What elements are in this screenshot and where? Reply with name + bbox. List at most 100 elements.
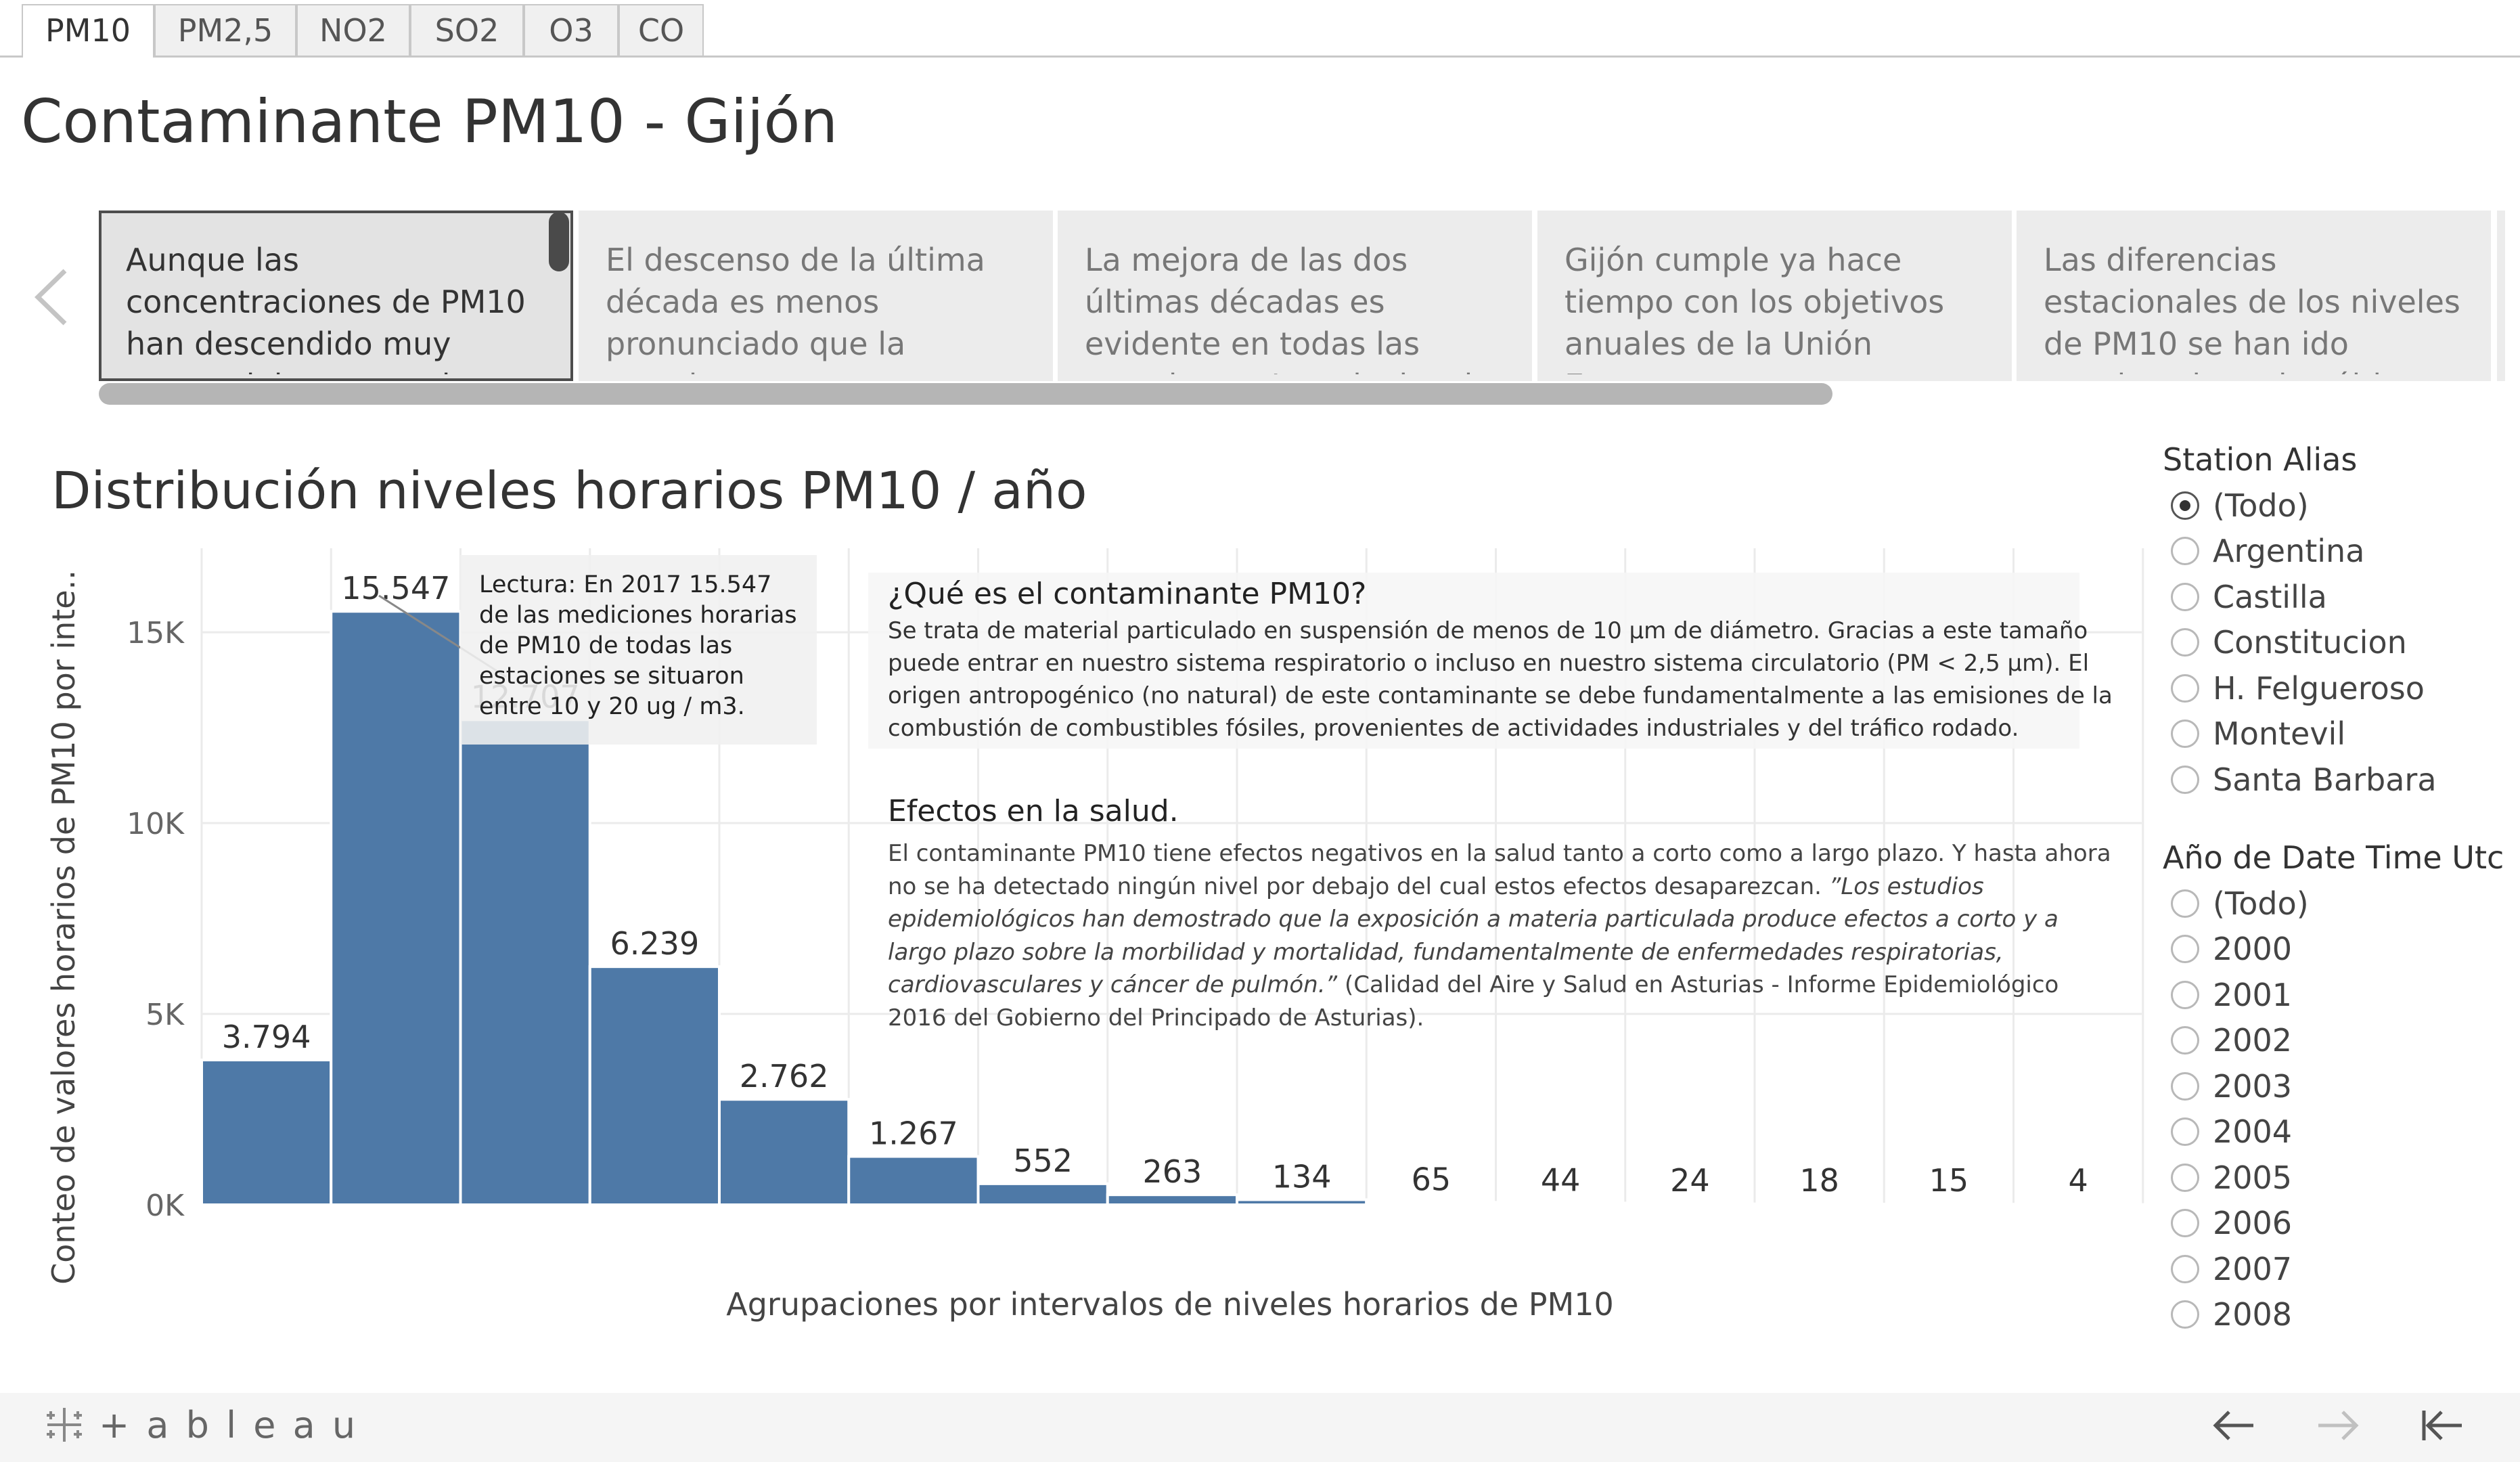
year-filter-list: (Todo) 2000 2001 2002 2003 2004 2005 2006 2007 20…	[2171, 881, 2309, 1337]
histogram-bar[interactable]	[2141, 1203, 2165, 1208]
tableau-wordmark: + a b l e a u	[99, 1404, 359, 1446]
bar-value-label: 4	[2068, 1162, 2088, 1199]
radio-button[interactable]	[2171, 980, 2199, 1009]
filter-option-label: 2000	[2213, 931, 2293, 968]
radio-button[interactable]	[2171, 1117, 2199, 1147]
bar-value-label: 24	[1670, 1162, 1710, 1199]
radio-button[interactable]	[2171, 1254, 2199, 1283]
y-axis-ticks: 0K 5K 10K 15K	[127, 616, 185, 1223]
station-filter-option[interactable]: H. Felgueroso	[2171, 665, 2437, 711]
story-point-text: El descenso de la última década es menos…	[606, 242, 985, 374]
arrow-to-start-icon[interactable]	[2418, 1406, 2466, 1444]
radio-button[interactable]	[2171, 537, 2199, 566]
chevron-left-icon[interactable]	[32, 267, 70, 328]
y-tick-label: 0K	[145, 1189, 185, 1223]
x-tick-label: 100	[1468, 1228, 1525, 1232]
year-filter-option[interactable]: 2007	[2171, 1246, 2309, 1292]
station-filter-option[interactable]: Argentina	[2171, 529, 2437, 575]
bar-value-label: 552	[1013, 1143, 1073, 1179]
bar-value-label: 6.239	[610, 925, 700, 962]
station-filter-option[interactable]: Montevil	[2171, 711, 2437, 757]
year-filter-option[interactable]: (Todo)	[2171, 881, 2309, 927]
effects-body: El contaminante PM10 tiene efectos negat…	[888, 837, 2113, 1034]
bar-value-label: 134	[1272, 1158, 1332, 1195]
effects-title: Efectos en la salud.	[888, 794, 1179, 828]
year-filter-option[interactable]: 2000	[2171, 927, 2309, 973]
radio-button[interactable]	[2171, 1163, 2199, 1192]
year-filter-option[interactable]: 2002	[2171, 1018, 2309, 1064]
filter-option-label: (Todo)	[2213, 487, 2309, 524]
histogram-bar[interactable]	[847, 1155, 980, 1207]
chart-title: Distribución niveles horarios PM10 / año	[51, 460, 1087, 520]
story-point-next-edge[interactable]	[2497, 211, 2505, 381]
radio-button[interactable]	[2171, 1209, 2199, 1238]
story-point-5[interactable]: Las diferencias estacionales de los nive…	[2017, 211, 2491, 381]
story-point-2[interactable]: El descenso de la última década es menos…	[579, 211, 1053, 381]
station-filter-option[interactable]: Castilla	[2171, 574, 2437, 620]
radio-button[interactable]	[2171, 628, 2199, 657]
radio-button[interactable]	[2171, 935, 2199, 964]
y-tick-label: 5K	[145, 998, 185, 1032]
x-tick-label: 120	[1726, 1228, 1783, 1232]
tab-pm25[interactable]: PM2,5	[154, 4, 296, 56]
filter-option-label: H. Felgueroso	[2213, 669, 2425, 707]
station-filter-title: Station Alias	[2163, 441, 2358, 478]
story-point-4[interactable]: Gijón cumple ya hace tiempo con los obje…	[1537, 211, 2012, 381]
radio-button[interactable]	[2171, 1026, 2199, 1055]
bar-value-label: 15.547	[341, 570, 450, 606]
histogram-bar[interactable]	[459, 718, 591, 1206]
station-filter-option[interactable]: Constitucion	[2171, 620, 2437, 666]
tab-so2[interactable]: SO2	[410, 4, 524, 56]
x-tick-label: 80	[1218, 1228, 1256, 1232]
year-filter-option[interactable]: 2008	[2171, 1292, 2309, 1338]
year-filter-option[interactable]: 2001	[2171, 972, 2309, 1018]
radio-button[interactable]	[2171, 765, 2199, 794]
x-tick-label: 150	[2115, 1228, 2165, 1232]
arrow-left-icon[interactable]	[2210, 1406, 2257, 1444]
page-title: Contaminante PM10 - Gijón	[21, 87, 838, 156]
year-filter-option[interactable]: 2006	[2171, 1201, 2309, 1247]
x-tick-label: 130	[1855, 1228, 1912, 1232]
filter-option-label: Castilla	[2213, 578, 2327, 615]
x-tick-label: 0	[203, 1228, 222, 1232]
filter-option-label: 2005	[2213, 1159, 2293, 1196]
year-filter-option[interactable]: 2004	[2171, 1109, 2309, 1155]
effects-intro: El contaminante PM10 tiene efectos negat…	[888, 840, 2111, 900]
x-axis-label: Agrupaciones por intervalos de niveles h…	[726, 1286, 1614, 1323]
bar-value-label: 3.794	[222, 1019, 311, 1055]
radio-button[interactable]	[2171, 1300, 2199, 1329]
radio-button[interactable]	[2171, 889, 2199, 918]
histogram-bar[interactable]	[718, 1098, 851, 1207]
story-point-1[interactable]: Aunque las concentraciones de PM10 han d…	[99, 211, 573, 381]
arrow-right-icon[interactable]	[2314, 1406, 2362, 1444]
story-horizontal-scrollbar[interactable]	[99, 383, 1832, 405]
story-vertical-scrollbar[interactable]	[549, 212, 569, 271]
tableau-logo[interactable]: + a b l e a u	[41, 1401, 355, 1448]
histogram-bar[interactable]	[976, 1182, 1109, 1206]
radio-button[interactable]	[2171, 582, 2199, 611]
radio-button[interactable]	[2171, 491, 2199, 520]
tab-o3[interactable]: O3	[524, 4, 618, 56]
x-tick-label: 70	[1089, 1228, 1127, 1232]
radio-button[interactable]	[2171, 719, 2199, 749]
filter-option-label: 2001	[2213, 976, 2293, 1013]
y-tick-label: 10K	[127, 807, 185, 841]
radio-button[interactable]	[2171, 1071, 2199, 1101]
year-filter-option[interactable]: 2003	[2171, 1063, 2309, 1109]
station-filter-option[interactable]: Santa Barbara	[2171, 757, 2437, 803]
tab-co[interactable]: CO	[618, 4, 704, 56]
station-filter-option[interactable]: (Todo)	[2171, 483, 2437, 529]
bars-layer	[200, 610, 2165, 1208]
radio-button[interactable]	[2171, 673, 2199, 703]
filter-option-label: 2006	[2213, 1205, 2293, 1242]
story-point-3[interactable]: La mejora de las dos últimas décadas es …	[1058, 211, 1532, 381]
tooltip-text: Lectura: En 2017 15.547 de las medicione…	[479, 571, 797, 720]
histogram-bar[interactable]	[588, 965, 721, 1206]
year-filter-option[interactable]: 2005	[2171, 1155, 2309, 1201]
tab-pm10[interactable]: PM10	[22, 4, 154, 58]
effects-source: (Calidad del Aire y Salud en Asturias - …	[888, 971, 2059, 1032]
info-panel	[868, 573, 2079, 749]
x-tick-label: 10	[312, 1228, 350, 1232]
footer-toolbar	[0, 1393, 2520, 1462]
tab-no2[interactable]: NO2	[296, 4, 410, 56]
